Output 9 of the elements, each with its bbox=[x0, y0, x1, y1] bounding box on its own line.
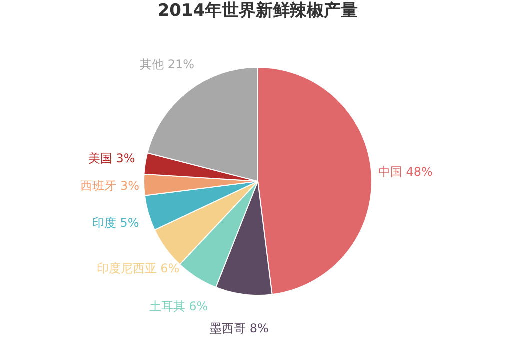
slice-label: 美国 3% bbox=[88, 151, 136, 166]
slice-label: 西班牙 3% bbox=[80, 179, 140, 194]
slice-label: 中国 48% bbox=[378, 165, 433, 180]
slice-label: 印度 5% bbox=[92, 216, 140, 230]
slice-label: 土耳其 6% bbox=[149, 299, 208, 314]
slice-label: 墨西哥 8% bbox=[210, 321, 269, 336]
slice-label: 其他 21% bbox=[140, 58, 195, 72]
chart-title: 2014年世界新鲜辣椒产量 bbox=[158, 1, 358, 21]
slice-label: 印度尼西亚 6% bbox=[96, 261, 180, 276]
